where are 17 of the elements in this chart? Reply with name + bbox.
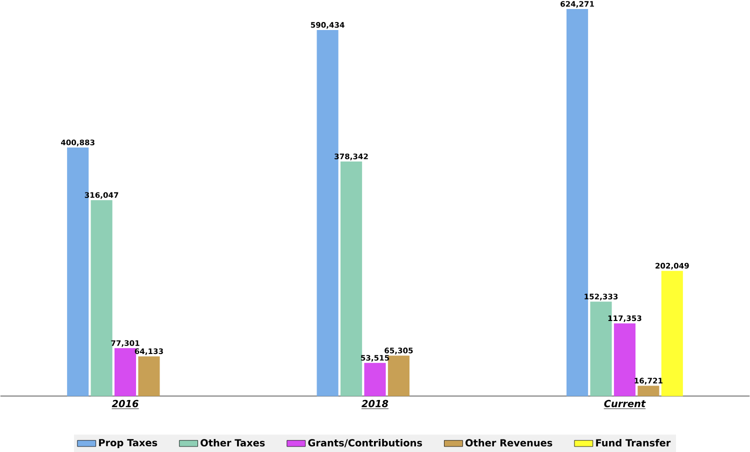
bar: [340, 161, 362, 396]
legend-label: Fund Transfer: [596, 438, 671, 446]
bar: [114, 348, 136, 396]
bar: [638, 386, 660, 396]
bar: [90, 200, 112, 396]
bar: [388, 355, 410, 396]
x-tick-label: 2018: [362, 400, 388, 408]
legend-label: Prop Taxes: [99, 438, 158, 448]
legend-label: Other Revenues: [466, 438, 552, 446]
bar: [364, 362, 386, 396]
legend-label: Other Taxes: [200, 438, 265, 446]
bar: [614, 323, 636, 396]
bar: [138, 356, 160, 396]
legend-label: Grants/Contributions: [308, 438, 422, 448]
x-tick-label: Current: [604, 400, 646, 408]
bar: [661, 270, 683, 396]
x-tick-label: 2016: [112, 400, 138, 408]
